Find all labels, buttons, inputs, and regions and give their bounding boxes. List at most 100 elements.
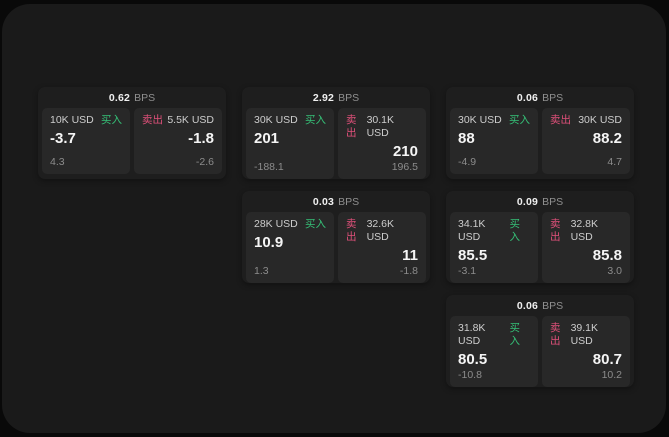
sell-tile-header: 卖出 32.6K USD (346, 218, 418, 244)
bps-value: 0.09 (516, 195, 539, 208)
bps-suffix-label: BPS (338, 91, 360, 104)
card-body: 31.8K USD 买入 80.5 -10.8 卖出 39.1K USD 80.… (450, 316, 630, 387)
buy-side-label: 买入 (101, 114, 122, 126)
sell-delta-value: 3.0 (607, 265, 622, 277)
buy-side-label: 买入 (509, 114, 530, 126)
sell-side-label: 卖出 (550, 114, 571, 126)
card-header: 2.92 BPS (242, 87, 430, 108)
quote-card[interactable]: 0.06 BPS 31.8K USD 买入 80.5 -10.8 卖出 39.1… (446, 295, 634, 387)
bps-value: 0.06 (516, 91, 539, 104)
buy-delta-value: 4.3 (50, 156, 65, 168)
card-body: 28K USD 买入 10.9 1.3 卖出 32.6K USD 11 -1.8 (246, 212, 426, 283)
buy-main-value: 80.5 (458, 351, 488, 368)
sell-delta-value: 10.2 (601, 369, 622, 381)
buy-tile-header: 30K USD 买入 (458, 114, 530, 127)
bps-suffix-label: BPS (542, 299, 564, 312)
bps-suffix-label: BPS (542, 91, 564, 104)
buy-delta-value: -10.8 (458, 369, 482, 381)
sell-main-value: 80.7 (592, 351, 622, 368)
sell-main-value: 210 (392, 143, 418, 160)
bps-value: 0.03 (312, 195, 335, 208)
buy-tile[interactable]: 31.8K USD 买入 80.5 -10.8 (450, 316, 538, 387)
buy-amount-label: 10K USD (50, 114, 94, 126)
sell-side-label: 卖出 (550, 218, 561, 243)
card-body: 10K USD 买入 -3.7 4.3 卖出 5.5K USD -1.8 -2.… (42, 108, 222, 174)
card-header: 0.06 BPS (446, 295, 634, 316)
sell-delta-value: 4.7 (607, 156, 622, 168)
sell-delta-value: -1.8 (399, 265, 418, 277)
app-panel: 0.62 BPS 10K USD 买入 -3.7 4.3 卖出 5.5K USD… (2, 4, 666, 433)
buy-tile[interactable]: 34.1K USD 买入 85.5 -3.1 (450, 212, 538, 283)
buy-tile[interactable]: 28K USD 买入 10.9 1.3 (246, 212, 334, 283)
sell-side-label: 卖出 (142, 114, 163, 126)
buy-delta-value: -4.9 (458, 156, 477, 168)
sell-main-value: 88.2 (592, 130, 622, 147)
sell-tile[interactable]: 卖出 5.5K USD -1.8 -2.6 (134, 108, 222, 174)
buy-main-value: -3.7 (50, 130, 76, 147)
bps-suffix-label: BPS (338, 195, 360, 208)
buy-delta-value: -3.1 (458, 265, 477, 277)
buy-amount-label: 34.1K USD (458, 218, 486, 243)
buy-main-value: 201 (254, 130, 280, 147)
sell-side-label: 卖出 (346, 218, 357, 243)
bps-value: 2.92 (312, 91, 335, 104)
buy-side-label: 买入 (509, 322, 520, 347)
card-header: 0.03 BPS (242, 191, 430, 212)
sell-delta-value: -2.6 (195, 156, 214, 168)
card-body: 30K USD 买入 88 -4.9 卖出 30K USD 88.2 4.7 (450, 108, 630, 174)
sell-tile[interactable]: 卖出 32.8K USD 85.8 3.0 (542, 212, 630, 283)
sell-side-label: 卖出 (550, 322, 561, 347)
buy-tile-header: 30K USD 买入 (254, 114, 326, 127)
sell-tile[interactable]: 卖出 39.1K USD 80.7 10.2 (542, 316, 630, 387)
bps-suffix-label: BPS (542, 195, 564, 208)
buy-tile[interactable]: 10K USD 买入 -3.7 4.3 (42, 108, 130, 174)
buy-tile[interactable]: 30K USD 买入 88 -4.9 (450, 108, 538, 174)
buy-amount-label: 31.8K USD (458, 322, 486, 347)
buy-tile-header: 34.1K USD 买入 (458, 218, 530, 244)
sell-side-label: 卖出 (346, 114, 357, 139)
sell-amount-label: 32.8K USD (570, 218, 599, 243)
bps-value: 0.06 (516, 299, 539, 312)
quote-card[interactable]: 0.03 BPS 28K USD 买入 10.9 1.3 卖出 32.6K US… (242, 191, 430, 283)
sell-main-value: 11 (402, 247, 418, 264)
quote-card[interactable]: 0.62 BPS 10K USD 买入 -3.7 4.3 卖出 5.5K USD… (38, 87, 226, 179)
bps-value: 0.62 (108, 91, 131, 104)
sell-main-value: -1.8 (188, 130, 214, 147)
sell-amount-label: 30.1K USD (366, 114, 395, 139)
card-header: 0.09 BPS (446, 191, 634, 212)
buy-delta-value: 1.3 (254, 265, 269, 277)
buy-side-label: 买入 (509, 218, 520, 243)
sell-delta-value: 196.5 (391, 161, 418, 173)
sell-tile[interactable]: 卖出 30.1K USD 210 196.5 (338, 108, 426, 179)
card-header: 0.62 BPS (38, 87, 226, 108)
quote-card[interactable]: 0.06 BPS 30K USD 买入 88 -4.9 卖出 30K USD 8… (446, 87, 634, 179)
buy-tile-header: 31.8K USD 买入 (458, 322, 530, 348)
sell-amount-label: 32.6K USD (366, 218, 395, 243)
buy-main-value: 85.5 (458, 247, 488, 264)
sell-tile-header: 卖出 30.1K USD (346, 114, 418, 140)
sell-tile-header: 卖出 5.5K USD (142, 114, 214, 127)
sell-tile[interactable]: 卖出 30K USD 88.2 4.7 (542, 108, 630, 174)
buy-tile-header: 10K USD 买入 (50, 114, 122, 127)
sell-tile-header: 卖出 39.1K USD (550, 322, 622, 348)
quote-card[interactable]: 2.92 BPS 30K USD 买入 201 -188.1 卖出 30.1K … (242, 87, 430, 179)
bps-suffix-label: BPS (134, 91, 156, 104)
buy-tile[interactable]: 30K USD 买入 201 -188.1 (246, 108, 334, 179)
sell-tile-header: 卖出 32.8K USD (550, 218, 622, 244)
buy-tile-header: 28K USD 买入 (254, 218, 326, 231)
buy-side-label: 买入 (305, 218, 326, 230)
buy-amount-label: 28K USD (254, 218, 298, 230)
sell-tile-header: 卖出 30K USD (550, 114, 622, 127)
quote-card[interactable]: 0.09 BPS 34.1K USD 买入 85.5 -3.1 卖出 32.8K… (446, 191, 634, 283)
sell-amount-label: 30K USD (578, 114, 622, 126)
buy-delta-value: -188.1 (254, 161, 284, 173)
card-body: 34.1K USD 买入 85.5 -3.1 卖出 32.8K USD 85.8… (450, 212, 630, 283)
sell-amount-label: 5.5K USD (167, 114, 214, 126)
buy-amount-label: 30K USD (458, 114, 502, 126)
card-header: 0.06 BPS (446, 87, 634, 108)
sell-main-value: 85.8 (592, 247, 622, 264)
sell-amount-label: 39.1K USD (570, 322, 599, 347)
buy-amount-label: 30K USD (254, 114, 298, 126)
sell-tile[interactable]: 卖出 32.6K USD 11 -1.8 (338, 212, 426, 283)
buy-side-label: 买入 (305, 114, 326, 126)
